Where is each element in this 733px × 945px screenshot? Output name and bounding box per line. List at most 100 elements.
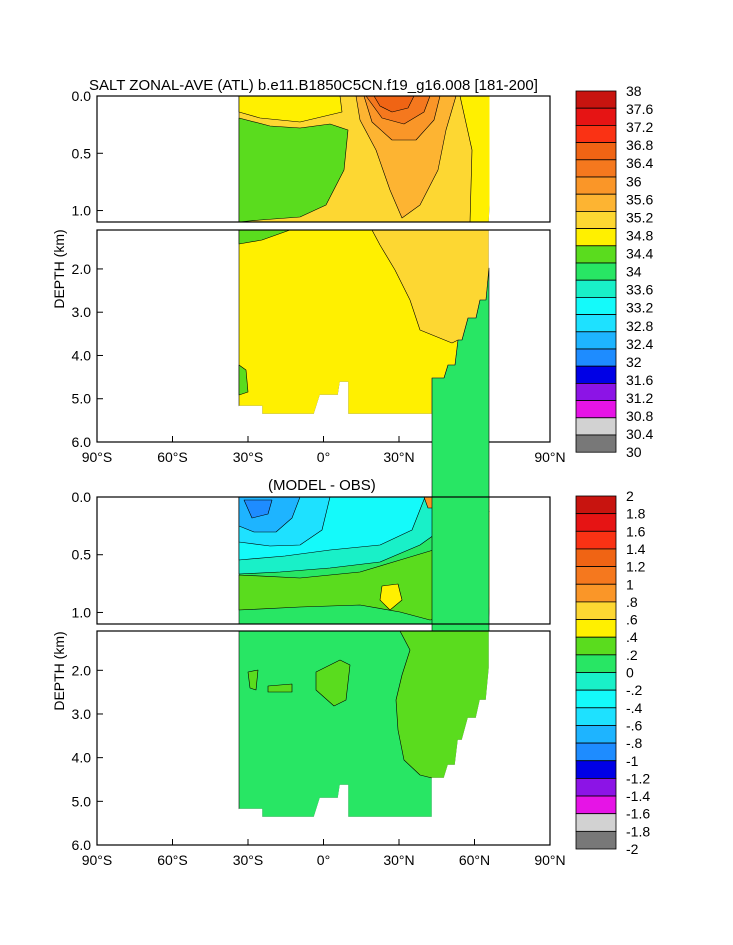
colorbar-label: -.8 bbox=[626, 735, 643, 751]
colorbar-label: 36.8 bbox=[626, 137, 653, 153]
colorbar-label: -1.2 bbox=[626, 770, 650, 786]
colorbar-swatch bbox=[575, 830, 617, 850]
colorbar-swatch bbox=[575, 159, 617, 178]
colorbar-label: 1 bbox=[626, 576, 634, 592]
colorbar-swatch bbox=[575, 262, 617, 281]
x-tick-label: 30°S bbox=[233, 449, 264, 465]
upper-field bbox=[238, 496, 550, 625]
colorbar-swatch bbox=[575, 331, 617, 350]
x-tick-label: 90°N bbox=[534, 449, 565, 465]
y-tick-label: 5.0 bbox=[72, 391, 92, 407]
panel-salt: SALT ZONAL-AVE (ATL) b.e11.B1850C5CN.f19… bbox=[51, 77, 653, 465]
y-axis-label: DEPTH (km) bbox=[51, 631, 67, 710]
colorbar-label: 32 bbox=[626, 354, 642, 370]
x-tick-label: 90°S bbox=[82, 449, 113, 465]
colorbar-swatch bbox=[575, 513, 617, 532]
upper-field bbox=[238, 95, 550, 223]
colorbar-label: 1.4 bbox=[626, 541, 646, 557]
colorbar-label: -.2 bbox=[626, 682, 643, 698]
colorbar-swatch bbox=[575, 636, 617, 656]
colorbar-swatch bbox=[575, 689, 617, 709]
colorbar-label: 38 bbox=[626, 83, 642, 99]
colorbar-label: 2 bbox=[626, 488, 634, 504]
y-tick-label: 0.0 bbox=[72, 489, 92, 505]
y-tick-label: 0.5 bbox=[72, 547, 92, 563]
diff-region bbox=[379, 583, 403, 611]
diff-region bbox=[243, 499, 273, 519]
colorbar-swatch bbox=[575, 742, 617, 762]
colorbar-swatch bbox=[575, 672, 617, 691]
colorbar-label: 32.8 bbox=[626, 318, 653, 334]
colorbar-label: -1.4 bbox=[626, 788, 650, 804]
x-tick-label: 90°N bbox=[534, 852, 565, 868]
salt-region bbox=[238, 117, 349, 223]
colorbar-label: 37.6 bbox=[626, 101, 653, 117]
diff-region bbox=[315, 659, 351, 707]
salt-region bbox=[238, 364, 249, 396]
upper-frame bbox=[96, 95, 551, 223]
colorbar-swatch bbox=[575, 548, 617, 568]
land-mask bbox=[489, 96, 550, 222]
y-tick-label: 0.5 bbox=[72, 145, 92, 161]
colorbar-swatch bbox=[575, 210, 617, 229]
x-tick-label: 90°S bbox=[82, 852, 113, 868]
colorbar-label: -2 bbox=[626, 841, 639, 857]
y-tick-label: 1.0 bbox=[72, 604, 92, 620]
colorbar-swatch bbox=[575, 279, 617, 298]
y-tick-label: 2.0 bbox=[72, 662, 92, 678]
colorbar: 21.81.61.41.21.8.6.4.20-.2-.4-.6-.8-1-1.… bbox=[575, 488, 650, 857]
land-mask bbox=[489, 497, 550, 624]
colorbar-swatch bbox=[575, 725, 617, 744]
y-tick-label: 3.0 bbox=[72, 304, 92, 320]
y-tick-label: 1.0 bbox=[72, 203, 92, 219]
x-tick-label: 30°N bbox=[383, 852, 414, 868]
colorbar-label: .6 bbox=[626, 612, 638, 628]
x-tick-label: 30°N bbox=[383, 449, 414, 465]
colorbar-label: 34.8 bbox=[626, 227, 653, 243]
colorbar-label: 32.4 bbox=[626, 336, 653, 352]
colorbar-swatch bbox=[575, 365, 617, 384]
colorbar-swatch bbox=[575, 760, 617, 779]
colorbar-label: -1 bbox=[626, 753, 639, 769]
y-tick-label: 3.0 bbox=[72, 706, 92, 722]
colorbar-swatch bbox=[575, 245, 617, 264]
colorbar-label: 34 bbox=[626, 264, 642, 280]
colorbar-label: 34.4 bbox=[626, 246, 653, 262]
colorbar-swatch bbox=[575, 90, 617, 109]
y-tick-label: 0.0 bbox=[72, 88, 92, 104]
colorbar-swatch bbox=[575, 314, 617, 333]
colorbar-label: 30.4 bbox=[626, 426, 653, 442]
colorbar-swatch bbox=[575, 707, 617, 726]
colorbar-swatch bbox=[575, 813, 617, 832]
colorbar-swatch bbox=[575, 296, 617, 315]
colorbar-swatch bbox=[575, 619, 617, 638]
colorbar-label: 0 bbox=[626, 665, 634, 681]
colorbar-label: .4 bbox=[626, 629, 638, 645]
y-tick-label: 5.0 bbox=[72, 793, 92, 809]
colorbar-label: 30 bbox=[626, 444, 642, 460]
colorbar-swatch bbox=[575, 382, 617, 401]
colorbar-label: 30.8 bbox=[626, 408, 653, 424]
colorbar-label: 35.2 bbox=[626, 209, 653, 225]
colorbar-swatch bbox=[575, 193, 617, 212]
colorbar-label: 35.6 bbox=[626, 191, 653, 207]
colorbar-label: .8 bbox=[626, 594, 638, 610]
colorbar-swatch bbox=[575, 434, 617, 453]
colorbar-swatch bbox=[575, 601, 617, 620]
colorbar-label: 36.4 bbox=[626, 155, 653, 171]
colorbar-swatch bbox=[575, 142, 617, 161]
colorbar-label: 37.2 bbox=[626, 119, 653, 135]
panel-diff: (MODEL - OBS) 90°S 60°S 30°S 0° 30°N 60°N 90°N 0… bbox=[51, 267, 650, 868]
lower-field bbox=[238, 267, 551, 846]
chart-title: (MODEL - OBS) bbox=[268, 477, 376, 494]
colorbar-swatch bbox=[575, 348, 617, 367]
x-tick-label: 0° bbox=[317, 449, 330, 465]
diff-region bbox=[247, 669, 259, 691]
x-tick-label: 0° bbox=[317, 852, 330, 868]
colorbar-swatch bbox=[575, 654, 617, 673]
colorbar-swatch bbox=[575, 417, 617, 436]
colorbar-swatch bbox=[575, 530, 617, 550]
colorbar-label: -1.6 bbox=[626, 806, 650, 822]
colorbar-label: 36 bbox=[626, 173, 642, 189]
